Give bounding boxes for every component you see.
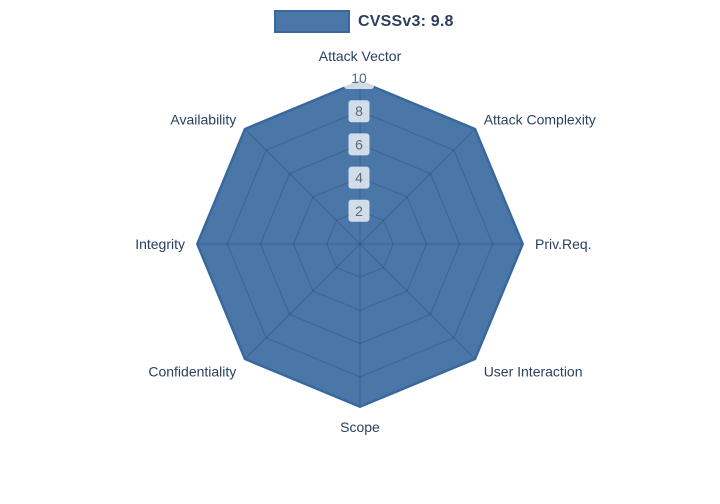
grid-ring [292, 176, 428, 312]
radial-tick-box [348, 166, 370, 189]
axis-label-integrity: Integrity [135, 236, 185, 252]
axis-label-availability: Availability [170, 111, 236, 127]
grid-spoke [242, 126, 361, 245]
legend-label: CVSSv3: 9.8 [358, 12, 454, 30]
grid-spoke [242, 243, 361, 362]
grid-spoke [359, 243, 478, 362]
radial-tick-box [344, 67, 374, 89]
radial-tick-label: 10 [351, 70, 367, 86]
axis-label-attack-vector: Attack Vector [319, 48, 402, 64]
grid-ring [259, 143, 461, 345]
legend-item-cvssv3[interactable]: CVSSv3: 9.8 [274, 10, 454, 33]
axis-label-confidentiality: Confidentiality [148, 364, 236, 380]
radial-tick-box [348, 199, 370, 222]
radial-tick-label: 8 [355, 103, 363, 119]
radial-tick-label: 4 [355, 170, 363, 186]
axis-label-attack-complexity: Attack Complexity [484, 111, 596, 127]
radar-series-cvssv3-9-8 [197, 81, 523, 407]
radial-tick-box [348, 133, 370, 156]
radar-grid [197, 81, 523, 407]
grid-ring [226, 110, 494, 378]
axis-label-priv-req: Priv.Req. [535, 236, 592, 252]
grid-spoke [359, 126, 478, 245]
axis-label-user-interaction: User Interaction [484, 364, 583, 380]
radial-tick-box [348, 100, 370, 123]
radial-tick-label: 2 [355, 203, 363, 219]
radial-tick-label: 6 [355, 136, 363, 152]
grid-ring [326, 210, 394, 278]
radar-series-outline [196, 80, 524, 408]
axis-label-scope: Scope [340, 419, 380, 435]
legend-swatch [274, 10, 350, 33]
